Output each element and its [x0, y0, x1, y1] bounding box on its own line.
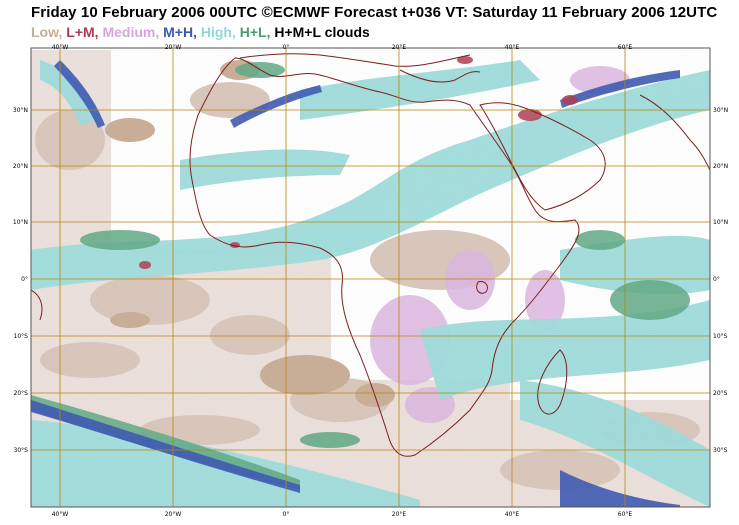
lat-label-right: 0°	[713, 276, 720, 283]
legend-high-medium-low: H+M+L clouds	[274, 24, 370, 40]
lat-label-right: 10°N	[713, 219, 728, 226]
lat-label-right: 20°N	[713, 163, 728, 170]
lat-label-right: 30°N	[713, 107, 728, 114]
lon-label-top: 20°W	[165, 44, 182, 51]
legend-low: Low,	[31, 24, 67, 40]
lon-label-bottom: 0°	[283, 511, 290, 518]
lon-label-bottom: 20°W	[165, 511, 182, 518]
lon-label-top: 40°E	[505, 44, 520, 51]
lat-label-right: 20°S	[713, 390, 728, 397]
lat-label-left: 30°N	[13, 107, 28, 114]
lon-label-top: 60°E	[618, 44, 633, 51]
legend-high-low: H+L,	[239, 24, 275, 40]
lat-label-left: 20°S	[14, 390, 29, 397]
coastlines	[31, 53, 710, 457]
legend-medium-high: M+H,	[163, 24, 201, 40]
tick-labels: 40°W 20°W 0° 20°E 40°E 60°E 40°W 20°W 0°…	[13, 44, 728, 518]
lon-label-bottom: 60°E	[618, 511, 633, 518]
lon-label-bottom: 40°W	[52, 511, 69, 518]
lat-label-left: 0°	[21, 276, 28, 283]
lon-label-top: 20°E	[392, 44, 407, 51]
lon-label-top: 40°W	[52, 44, 69, 51]
legend-high: High,	[200, 24, 240, 40]
legend-medium: Medium,	[102, 24, 164, 40]
graticule	[31, 48, 710, 507]
lon-label-bottom: 40°E	[505, 511, 520, 518]
lon-label-bottom: 20°E	[392, 511, 407, 518]
map-frame	[30, 47, 711, 508]
cloud-field	[31, 48, 710, 507]
lat-label-left: 10°S	[14, 333, 29, 340]
cloud-legend: Low, L+M, Medium, M+H, High, H+L, H+M+L …	[31, 24, 370, 40]
lat-label-right: 30°S	[713, 447, 728, 454]
map-title: Friday 10 February 2006 00UTC ©ECMWF For…	[31, 4, 718, 21]
lat-label-left: 30°S	[14, 447, 29, 454]
lat-label-right: 10°S	[713, 333, 728, 340]
lat-label-left: 10°N	[13, 219, 28, 226]
lon-label-top: 0°	[283, 44, 290, 51]
lat-label-left: 20°N	[13, 163, 28, 170]
legend-low-medium: L+M,	[66, 24, 103, 40]
